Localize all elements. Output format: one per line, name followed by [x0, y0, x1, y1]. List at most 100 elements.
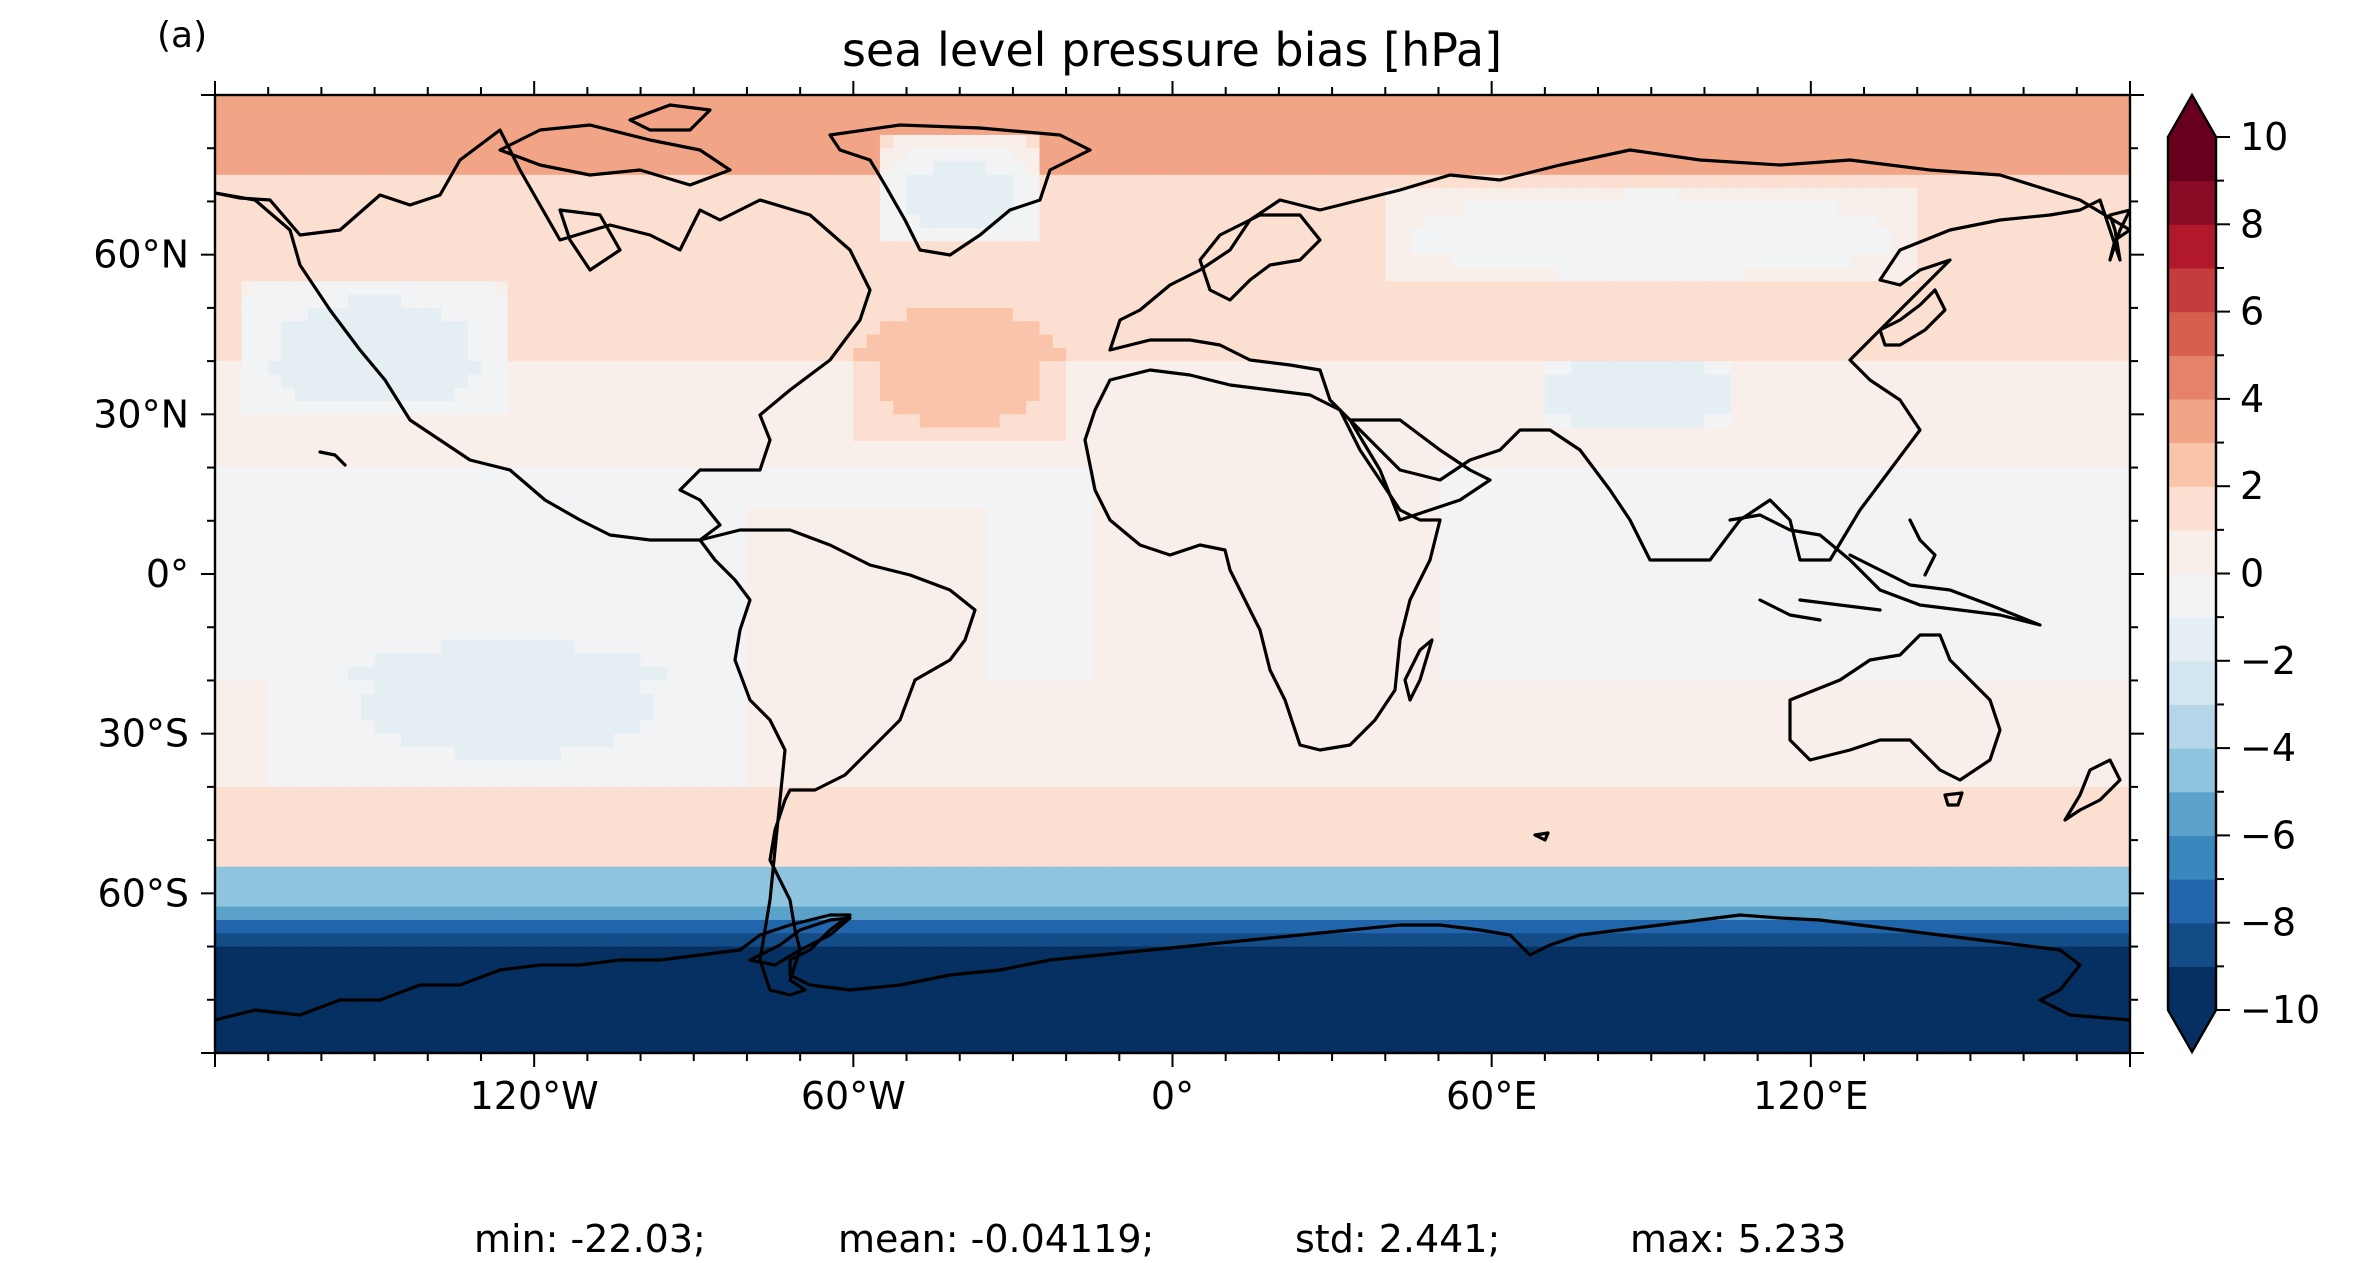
heatmap-cell: [1345, 480, 1360, 495]
heatmap-cell: [560, 254, 575, 269]
heatmap-cell: [786, 307, 801, 322]
heatmap-cell: [467, 547, 482, 562]
heatmap-cell: [1930, 121, 1945, 136]
heatmap-cell: [1199, 361, 1213, 376]
heatmap-cell: [1478, 307, 1493, 322]
heatmap-cell: [534, 454, 549, 469]
heatmap-cell: [1664, 228, 1679, 242]
heatmap-cell: [427, 520, 442, 535]
heatmap-cell: [640, 494, 655, 509]
heatmap-cell: [215, 454, 229, 469]
heatmap-cell: [959, 467, 974, 482]
heatmap-cell: [1425, 427, 1440, 442]
heatmap-cell: [534, 440, 549, 455]
heatmap-cell: [1930, 95, 1945, 109]
heatmap-cell: [401, 108, 416, 123]
heatmap-cell: [1890, 267, 1905, 282]
heatmap-cell: [893, 467, 908, 482]
heatmap-cell: [374, 427, 389, 442]
heatmap-cell: [374, 201, 389, 216]
heatmap-cell: [1531, 480, 1546, 495]
heatmap-cell: [813, 281, 828, 296]
heatmap-cell: [1837, 214, 1852, 229]
heatmap-cell: [1837, 95, 1852, 109]
heatmap-cell: [1664, 374, 1679, 389]
heatmap-cell: [560, 534, 575, 548]
heatmap-cell: [1731, 534, 1745, 548]
heatmap-cell: [1106, 401, 1120, 415]
heatmap-cell: [2103, 374, 2118, 389]
heatmap-cell: [1930, 134, 1945, 149]
heatmap-cell: [1544, 401, 1559, 415]
heatmap-cell: [321, 95, 336, 109]
heatmap-cell: [1637, 174, 1652, 189]
heatmap-cell: [1278, 161, 1293, 176]
heatmap-cell: [1598, 321, 1612, 336]
heatmap-cell: [1145, 307, 1160, 322]
heatmap-cell: [334, 134, 349, 149]
heatmap-cell: [1212, 347, 1227, 362]
heatmap-cell: [760, 174, 775, 189]
heatmap-cell: [480, 148, 495, 163]
heatmap-cell: [1531, 267, 1546, 282]
heatmap-cell: [1425, 414, 1440, 429]
heatmap-cell: [1252, 121, 1267, 136]
heatmap-cell: [1119, 108, 1134, 123]
heatmap-cell: [1145, 321, 1160, 336]
heatmap-cell: [959, 480, 974, 495]
heatmap-cell: [627, 467, 642, 482]
heatmap-cell: [613, 547, 628, 562]
heatmap-cell: [959, 95, 974, 109]
heatmap-cell: [1358, 161, 1373, 176]
heatmap-cell: [1438, 294, 1453, 309]
heatmap-cell: [866, 454, 881, 469]
heatmap-cell: [1478, 161, 1493, 176]
heatmap-cell: [1238, 267, 1253, 282]
heatmap-cell: [1425, 494, 1440, 509]
heatmap-cell: [401, 507, 416, 522]
heatmap-cell: [866, 108, 881, 123]
heatmap-cell: [1810, 241, 1825, 256]
heatmap-cell: [893, 334, 908, 349]
heatmap-cell: [2010, 467, 2025, 482]
heatmap-cell: [840, 401, 854, 415]
heatmap-cell: [707, 161, 721, 176]
heatmap-cell: [986, 321, 1001, 336]
heatmap-cell: [1571, 241, 1586, 256]
heatmap-cell: [1504, 267, 1519, 282]
heatmap-cell: [1079, 95, 1094, 109]
heatmap-cell: [1903, 281, 1918, 296]
heatmap-cell: [1571, 507, 1586, 522]
heatmap-cell: [840, 454, 854, 469]
heatmap-cell: [707, 121, 721, 136]
heatmap-cell: [1305, 321, 1320, 336]
heatmap-cell: [1066, 547, 1081, 562]
heatmap-cell: [387, 214, 402, 229]
heatmap-cell: [1797, 507, 1812, 522]
heatmap-cell: [1066, 307, 1081, 322]
heatmap-cell: [1172, 108, 1187, 123]
heatmap-cell: [2023, 387, 2038, 402]
heatmap-cell: [946, 174, 961, 189]
heatmap-cell: [959, 294, 974, 309]
heatmap-cell: [1332, 174, 1346, 189]
heatmap-cell: [334, 507, 349, 522]
heatmap-cell: [1265, 347, 1280, 362]
heatmap-cell: [813, 520, 828, 535]
heatmap-cell: [574, 480, 588, 495]
heatmap-cell: [1717, 387, 1732, 402]
heatmap-cell: [760, 467, 775, 482]
heatmap-cell: [1465, 440, 1479, 455]
heatmap-cell: [1398, 547, 1413, 562]
heatmap-cell: [574, 401, 588, 415]
heatmap-cell: [2090, 467, 2104, 482]
heatmap-cell: [1704, 267, 1719, 282]
heatmap-cell: [1052, 507, 1067, 522]
heatmap-cell: [879, 307, 894, 322]
heatmap-cell: [613, 307, 628, 322]
heatmap-cell: [2090, 174, 2104, 189]
heatmap-cell: [334, 480, 349, 495]
heatmap-cell: [1757, 281, 1772, 296]
heatmap-cell: [826, 547, 841, 562]
heatmap-cell: [2076, 294, 2091, 309]
